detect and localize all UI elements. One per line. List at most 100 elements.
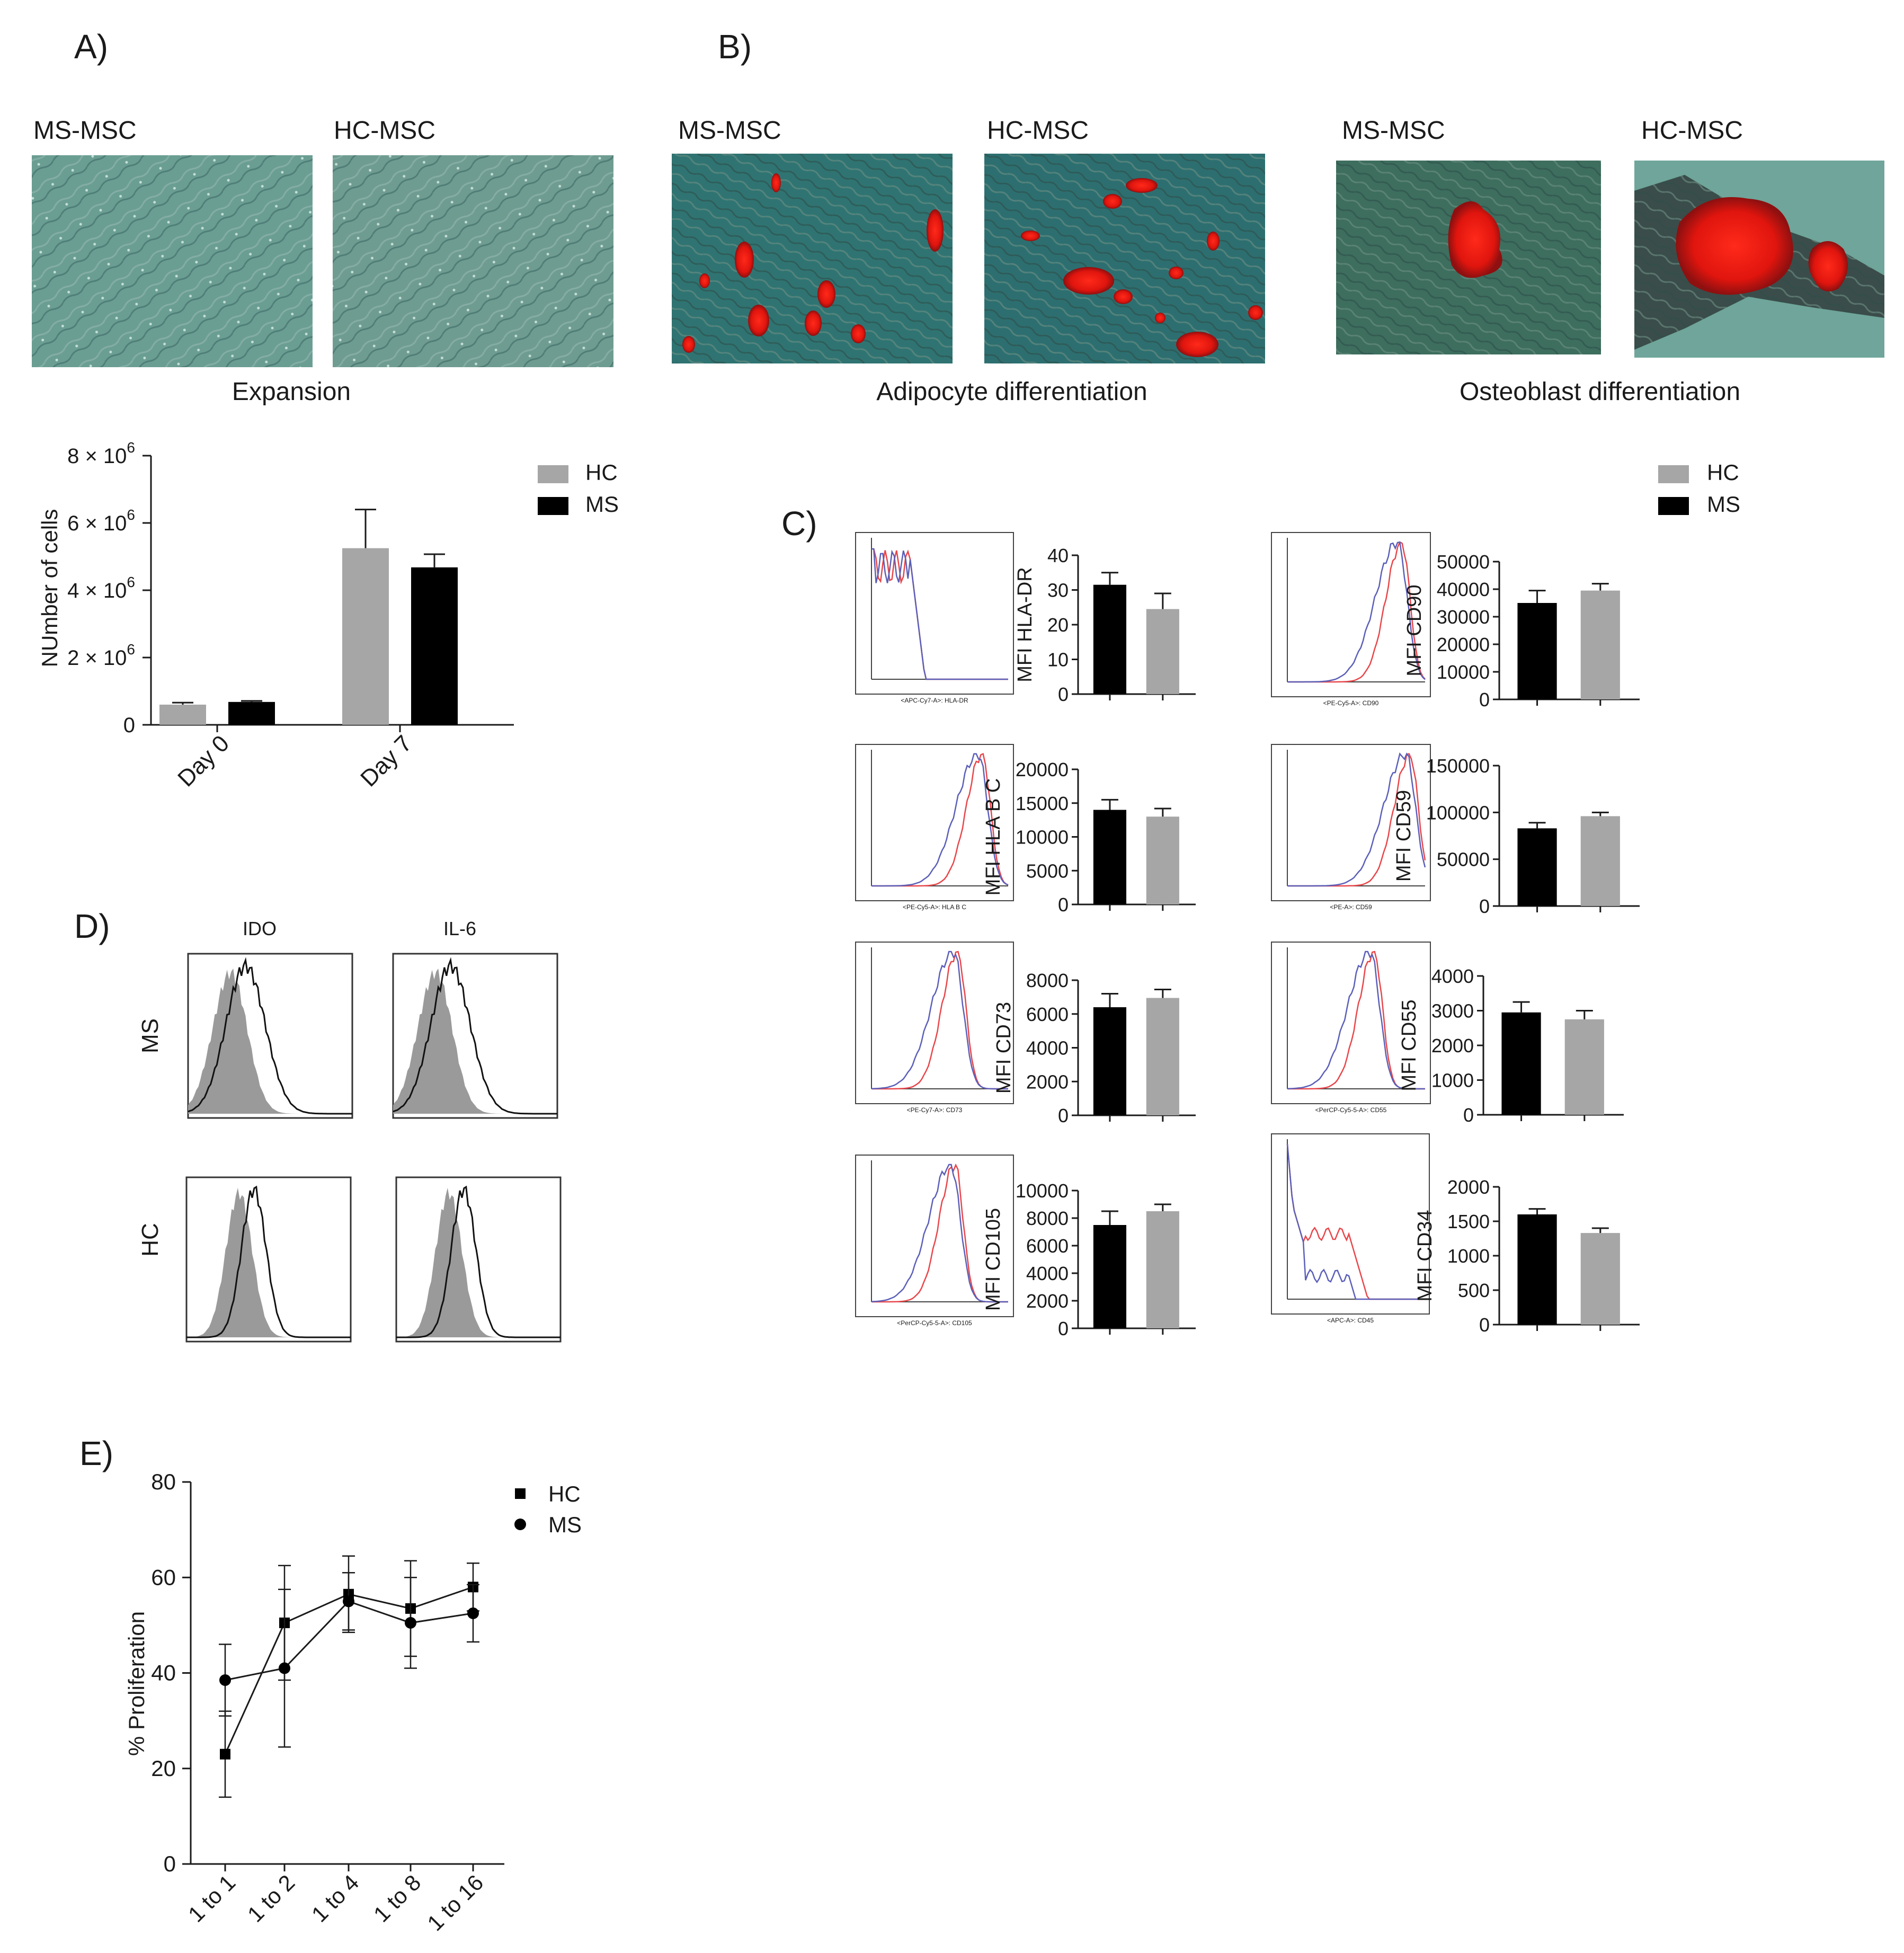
marker-y-axis-label: MFI CD90 bbox=[1403, 584, 1426, 676]
marker-bar-hc bbox=[1146, 816, 1179, 904]
x-tick-label: 1 to 4 bbox=[307, 1870, 364, 1927]
marker-square-hc bbox=[220, 1748, 230, 1760]
flow-marker-panels: <APC-Cy7-A>: HLA-DR <PE-Cy5-A>: CD90 <PE-C… bbox=[855, 532, 1640, 1339]
marker-bar-hc bbox=[1146, 1211, 1179, 1328]
expansion-ms-label: MS-MSC bbox=[33, 117, 137, 145]
flow-histogram-frame bbox=[855, 532, 1014, 695]
flow-histogram-frame bbox=[855, 942, 1014, 1104]
marker-y-tick-label: 3000 bbox=[1431, 1000, 1474, 1022]
histogram-stained-curve bbox=[393, 957, 557, 1115]
marker-bar-ms bbox=[1093, 584, 1127, 694]
x-tick-label: 1 to 2 bbox=[243, 1870, 300, 1927]
marker-bar-hc bbox=[1580, 1233, 1620, 1325]
ido-il6-histograms: IDO IL-6 MS HC bbox=[137, 918, 562, 1343]
flow-legend-hc-label: HC bbox=[1707, 460, 1739, 485]
histogram-frame bbox=[392, 953, 558, 1119]
marker-y-tick-label: 1000 bbox=[1447, 1245, 1490, 1267]
marker-y-tick-label: 6000 bbox=[1026, 1235, 1069, 1257]
flow-curve-blue bbox=[871, 1164, 1008, 1303]
marker-y-tick-label: 0 bbox=[1058, 894, 1069, 916]
y-tick-label: 0 bbox=[123, 714, 135, 737]
marker-y-tick-label: 40000 bbox=[1437, 579, 1490, 600]
marker-y-tick-label: 6000 bbox=[1026, 1004, 1069, 1025]
histogram-isotype-fill bbox=[393, 968, 557, 1114]
marker-y-tick-label: 10000 bbox=[1016, 827, 1069, 848]
marker-y-axis-label: MFI CD55 bbox=[1398, 999, 1420, 1091]
flow-curve-red bbox=[871, 548, 1008, 680]
marker-y-tick-label: 2000 bbox=[1431, 1035, 1474, 1057]
marker-y-tick-label: 5000 bbox=[1026, 860, 1069, 882]
marker-y-tick-label: 0 bbox=[1479, 1314, 1490, 1336]
legend-hc-label: HC bbox=[585, 460, 618, 485]
flow-histogram-xlabel: <PerCP-Cy5-5-A>: CD55 bbox=[1315, 1106, 1387, 1114]
marker-y-axis-label: MFI CD59 bbox=[1393, 790, 1415, 882]
flow-legend-hc-swatch bbox=[1658, 465, 1689, 483]
y-tick-label: 80 bbox=[151, 1469, 176, 1494]
flow-histogram-xlabel: <APC-A>: CD45 bbox=[1327, 1317, 1374, 1324]
marker-circle-ms bbox=[219, 1674, 231, 1686]
y-tick-label: 4 × 106 bbox=[67, 574, 135, 602]
flow-curve-blue bbox=[871, 951, 1008, 1090]
flow-curve-blue bbox=[1286, 1143, 1424, 1300]
marker-y-tick-label: 0 bbox=[1058, 683, 1069, 705]
cell-count-chart: 0 2 × 106 4 × 106 6 × 106 8 × 106 NUmber of c… bbox=[37, 439, 514, 792]
marker-y-tick-label: 20 bbox=[1047, 614, 1069, 636]
marker-y-tick-label: 30000 bbox=[1437, 606, 1490, 628]
marker-bar-hc bbox=[1580, 816, 1620, 906]
marker-y-tick-label: 0 bbox=[1479, 689, 1490, 711]
legend-ms-label: MS bbox=[585, 492, 619, 517]
flow-histogram-xlabel: <PerCP-Cy5-5-A>: CD105 bbox=[897, 1319, 972, 1327]
panel-letter-e: E) bbox=[79, 1434, 113, 1472]
flow-curve-red bbox=[1286, 1143, 1424, 1300]
flow-legend: HC MS bbox=[1658, 460, 1740, 517]
marker-y-tick-label: 500 bbox=[1458, 1280, 1490, 1301]
marker-bar-ms bbox=[1093, 1225, 1127, 1328]
flow-legend-ms-label: MS bbox=[1707, 492, 1740, 517]
adipocyte-hc-label: HC-MSC bbox=[987, 117, 1089, 145]
x-tick-label: 1 to 8 bbox=[369, 1870, 426, 1927]
legend-ms-swatch bbox=[538, 497, 568, 515]
marker-y-tick-label: 40 bbox=[1047, 545, 1069, 566]
legend-label-hc: HC bbox=[548, 1481, 581, 1506]
marker-y-tick-label: 20000 bbox=[1437, 634, 1490, 655]
marker-y-tick-label: 8000 bbox=[1026, 1208, 1069, 1229]
marker-y-tick-label: 4000 bbox=[1026, 1263, 1069, 1284]
marker-y-tick-label: 30 bbox=[1047, 580, 1069, 601]
marker-y-tick-label: 50000 bbox=[1437, 551, 1490, 573]
adipocyte-caption: Adipocyte differentiation bbox=[876, 378, 1147, 406]
bar-hc bbox=[342, 548, 389, 725]
marker-y-tick-label: 0 bbox=[1479, 895, 1490, 917]
y-tick-label: 60 bbox=[151, 1565, 176, 1590]
histogram-frame bbox=[185, 1176, 352, 1343]
bar-hc bbox=[159, 704, 206, 725]
micrograph-adipocyte-hc bbox=[984, 154, 1265, 363]
micrograph-expansion-ms bbox=[32, 155, 313, 367]
marker-bar-ms bbox=[1517, 603, 1557, 699]
expansion-hc-label: HC-MSC bbox=[334, 117, 435, 145]
marker-bar-ms bbox=[1093, 810, 1127, 904]
marker-y-tick-label: 0 bbox=[1058, 1105, 1069, 1126]
osteoblast-hc-label: HC-MSC bbox=[1641, 117, 1743, 145]
y-axis-label: % Proliferation bbox=[124, 1611, 149, 1756]
flow-histogram-xlabel: <PE-Cy7-A>: CD73 bbox=[907, 1106, 963, 1114]
histogram-stained-curve bbox=[396, 1185, 560, 1338]
marker-y-tick-label: 8000 bbox=[1026, 970, 1069, 991]
marker-circle-ms bbox=[279, 1662, 290, 1674]
row-label-hc: HC bbox=[137, 1223, 163, 1257]
marker-y-tick-label: 100000 bbox=[1426, 802, 1490, 823]
adipocyte-ms-label: MS-MSC bbox=[678, 117, 781, 145]
histogram-isotype-fill bbox=[396, 1187, 560, 1337]
marker-bar-hc bbox=[1146, 609, 1179, 694]
marker-y-tick-label: 0 bbox=[1463, 1104, 1474, 1126]
marker-y-tick-label: 15000 bbox=[1016, 793, 1069, 814]
flow-histogram-xlabel: <PE-A>: CD59 bbox=[1330, 903, 1372, 911]
y-axis-label: NUmber of cells bbox=[37, 509, 62, 668]
marker-bar-ms bbox=[1093, 1007, 1127, 1115]
y-tick-label: 2 × 106 bbox=[67, 641, 135, 670]
marker-circle-ms bbox=[405, 1617, 416, 1629]
flow-legend-ms-swatch bbox=[1658, 497, 1689, 515]
marker-y-tick-label: 20000 bbox=[1016, 759, 1069, 780]
y-tick-label: 40 bbox=[151, 1661, 176, 1685]
flow-curve-blue bbox=[871, 548, 1008, 680]
histogram-frame bbox=[187, 953, 353, 1119]
